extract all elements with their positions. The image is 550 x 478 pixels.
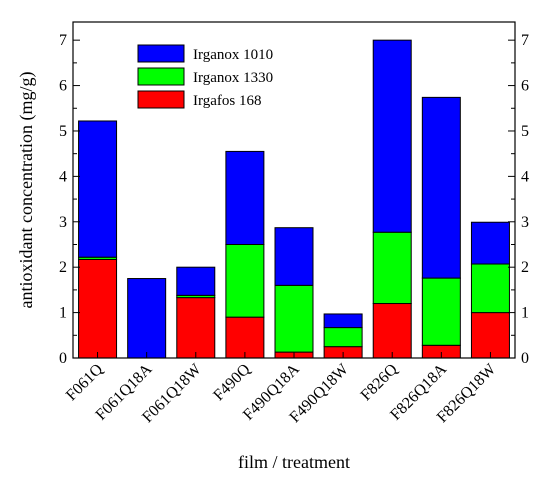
x-tick-label: F826Q <box>358 360 402 404</box>
x-tick-label: F490Q <box>210 360 254 404</box>
y-tick-label-right: 5 <box>521 123 529 140</box>
y-tick-label-right: 3 <box>521 214 529 231</box>
bar-segment-F490Q18W-series-2 <box>323 313 363 329</box>
y-tick-label-left: 0 <box>59 350 67 367</box>
y-tick-label-left: 4 <box>59 168 67 185</box>
bar-segment-F490Q-series-0 <box>225 316 265 359</box>
bar-segment-F826Q18A-series-1 <box>421 277 461 346</box>
legend-swatch <box>137 67 185 86</box>
bar-segment-F826Q18A-series-2 <box>421 96 461 279</box>
y-tick-label-left: 5 <box>59 123 67 140</box>
y-tick-label-left: 3 <box>59 214 67 231</box>
legend-label: Irganox 1010 <box>193 47 273 63</box>
y-tick-label-right: 1 <box>521 305 529 322</box>
bar-segment-F061Q18A-series-2 <box>127 278 167 359</box>
y-tick-label-right: 7 <box>521 32 529 49</box>
y-tick-label-right: 0 <box>521 350 529 367</box>
bar-segment-F826Q-series-0 <box>372 303 412 359</box>
bar-segment-F826Q18W-series-2 <box>470 221 510 265</box>
bar-segment-F826Q-series-2 <box>372 39 412 233</box>
y-tick-label-right: 4 <box>521 168 529 185</box>
y-tick-label-right: 2 <box>521 259 529 276</box>
bar-segment-F490Q18A-series-1 <box>274 284 314 353</box>
bar-segment-F061Q18W-series-0 <box>176 297 216 359</box>
bar-segment-F061Q-series-0 <box>78 258 118 359</box>
y-tick-label-left: 1 <box>59 305 67 322</box>
bar-segment-F061Q18W-series-2 <box>176 266 216 296</box>
bar-segment-F490Q18W-series-1 <box>323 327 363 348</box>
bar-segment-F826Q18W-series-0 <box>470 312 510 359</box>
y-tick-label-right: 6 <box>521 78 529 95</box>
legend: Irganox 1010 Irganox 1330 Irgafos 168 <box>137 44 273 109</box>
y-tick-label-left: 7 <box>59 32 67 49</box>
y-axis-title: antioxidant concentration (mg/g) <box>16 72 37 309</box>
legend-swatch <box>137 90 185 109</box>
bar-segment-F490Q18A-series-2 <box>274 227 314 286</box>
legend-label: Irganox 1330 <box>193 70 273 86</box>
y-tick-label-left: 2 <box>59 259 67 276</box>
bar-segment-F061Q-series-2 <box>78 120 118 258</box>
bar-segment-F490Q-series-2 <box>225 150 265 245</box>
legend-swatch <box>137 44 185 63</box>
legend-label: Irgafos 168 <box>193 93 261 109</box>
bar-segment-F490Q-series-1 <box>225 243 265 318</box>
bar-segment-F826Q-series-1 <box>372 231 412 305</box>
bar-segment-F826Q18W-series-1 <box>470 263 510 314</box>
x-axis-title: film / treatment <box>238 452 350 472</box>
y-tick-label-left: 6 <box>59 78 67 95</box>
x-tick-label: F061Q <box>63 360 107 404</box>
ticks-layer: 0 0 1 1 2 2 3 3 4 4 5 5 6 6 7 7 <box>59 32 529 367</box>
